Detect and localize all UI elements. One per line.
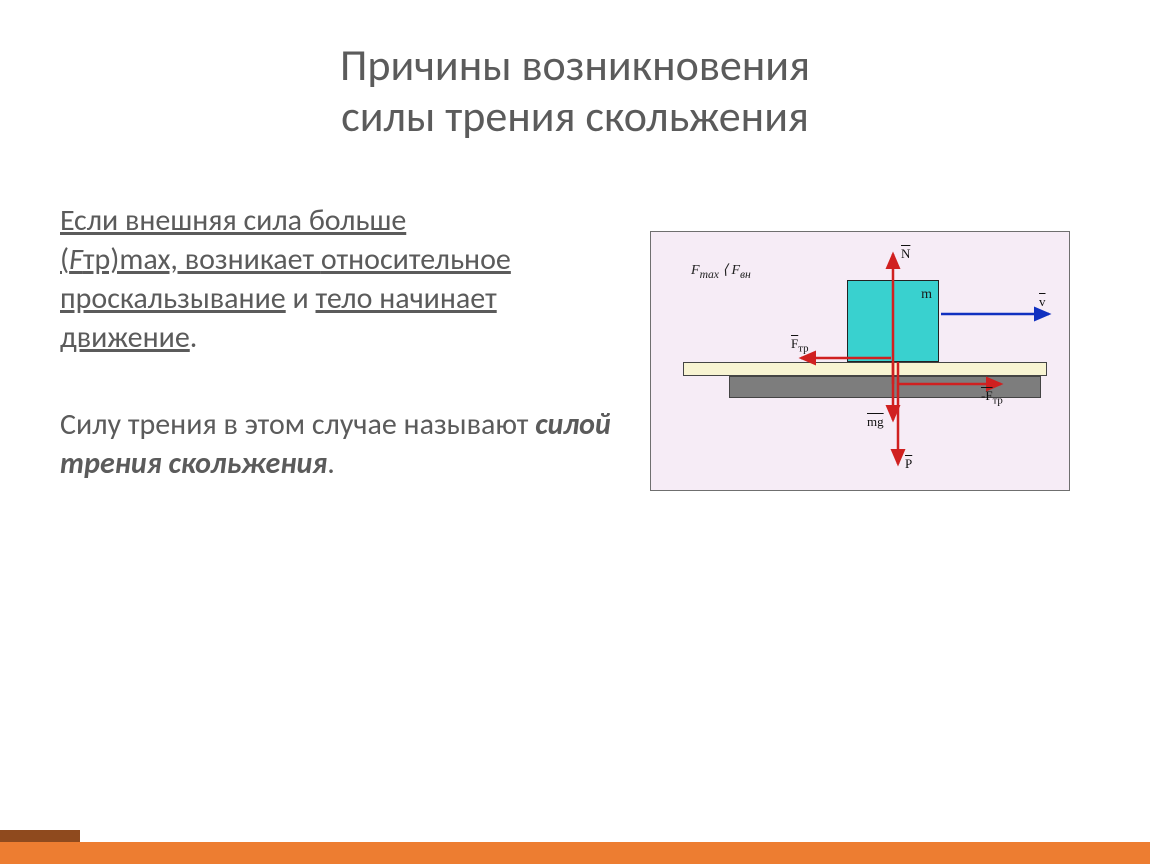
footer-accent-bar [0,842,1150,864]
mg-label: mg [867,414,884,430]
text-column: Если внешняя сила больше (Fтр)max, возни… [60,201,620,531]
p2-s3: . [327,445,335,482]
mftr-sub: тр [993,395,1003,407]
p-label: P [905,456,912,472]
content-row: Если внешняя сила больше (Fтр)max, возни… [60,201,1090,531]
title-line-2: силы трения скольжения [341,89,809,143]
n-label: N [901,246,910,262]
diagram-column: Fmax ⟨ Fвн m [650,231,1070,491]
slide-title: Причины возникновения силы трения скольж… [60,40,1090,141]
p1-s6: и [286,280,316,317]
v-label: v [1039,294,1046,310]
title-line-1: Причины возникновения [340,38,810,92]
p-text: P [905,456,912,471]
slide: Причины возникновения силы трения скольж… [0,0,1150,864]
minus-ftr-label: -Fтр [981,388,1003,407]
p1-s3: F [69,241,83,278]
p1-s1: Если внешняя сила больше [60,202,406,239]
vectors-svg [651,232,1071,492]
v-text: v [1039,294,1046,309]
p1-s4: тр)max, возникает [83,241,321,278]
n-text: N [901,246,910,261]
mg-text: mg [867,414,884,429]
p1-s8: . [190,319,198,356]
paragraph-2: Силу трения в этом случае называют силой… [60,405,620,483]
mftr-f: -F [981,388,993,403]
ftr-sub: тр [798,343,808,355]
p2-s1: Силу трения в этом случае называют [60,406,535,443]
paragraph-1: Если внешняя сила больше (Fтр)max, возни… [60,201,620,357]
p1-s2: ( [60,241,69,278]
physics-diagram: Fmax ⟨ Fвн m [650,231,1070,491]
ftr-label: Fтр [791,336,809,355]
